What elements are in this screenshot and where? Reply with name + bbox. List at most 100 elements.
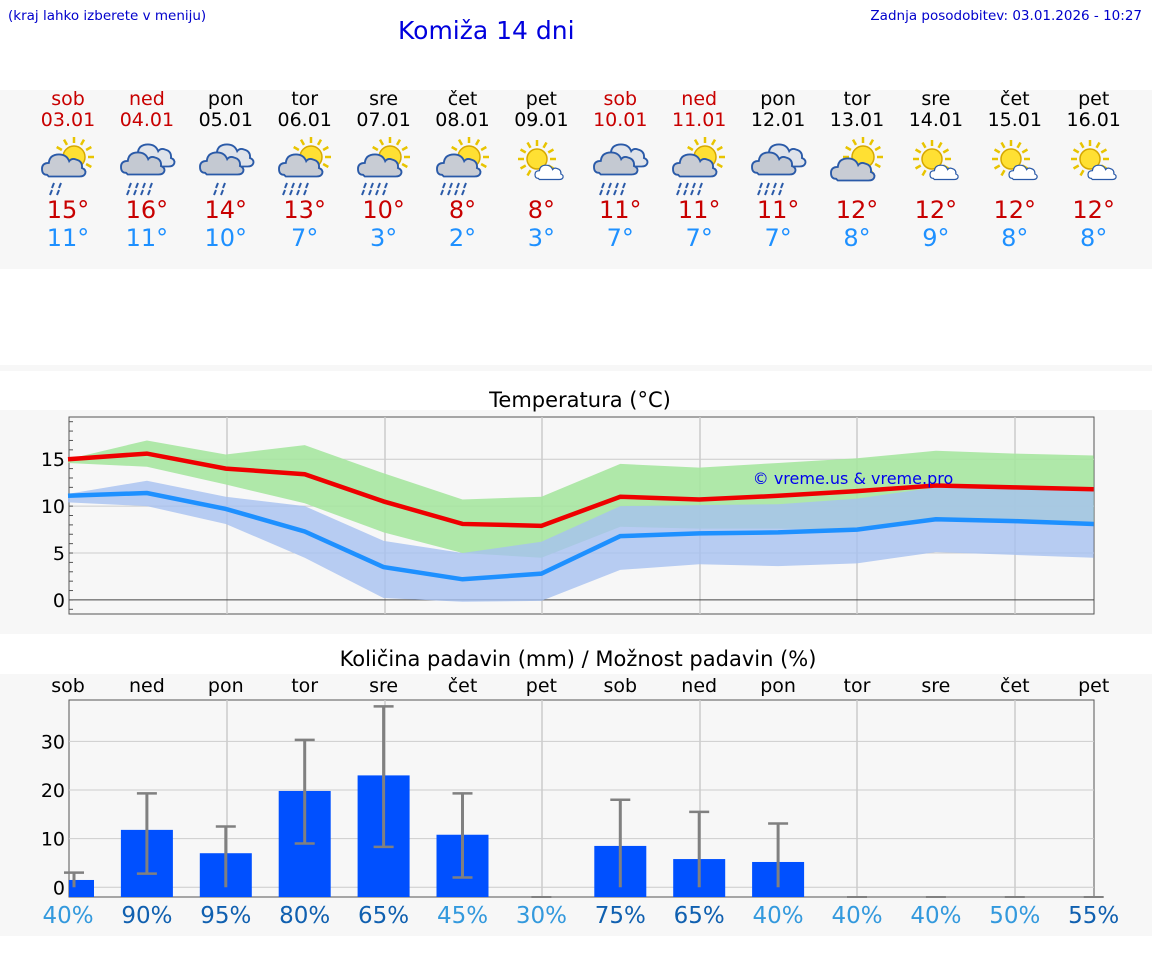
day-date: 09.01: [514, 109, 569, 131]
day-forecast: tor 06.01 13° 7°: [266, 89, 344, 252]
sun-small-cloud-icon: [976, 137, 1054, 197]
cloud-heavy-rain-icon: [108, 137, 186, 197]
precip-probability: 65%: [673, 903, 725, 929]
forecast-strip: [0, 90, 1152, 269]
sun-small-cloud-icon: [502, 137, 580, 197]
cloud-heavy-rain-icon: [581, 137, 659, 197]
min-temperature: 11°: [46, 224, 90, 252]
precip-day-label: ned: [128, 675, 165, 697]
day-date: 13.01: [829, 109, 885, 131]
day-name: ned: [681, 88, 718, 110]
sun-cloud-heavy-rain-icon: [660, 137, 738, 197]
min-temperature: 2°: [448, 224, 477, 252]
min-temperature: 9°: [922, 224, 950, 252]
separator: [0, 365, 1152, 371]
precip-day-label: sre: [921, 675, 951, 697]
day-date: 07.01: [356, 109, 411, 131]
day-date: 16.01: [1066, 109, 1121, 131]
precip-day-label: čet: [1000, 675, 1030, 697]
watermark: © vreme.us & vreme.pro: [753, 469, 954, 488]
day-name: pon: [207, 88, 244, 110]
precip-day-label: sre: [369, 675, 399, 697]
min-temperature: 3°: [369, 224, 398, 252]
sun-small-cloud-icon: [1055, 137, 1133, 197]
precip-day-label: pon: [760, 675, 796, 697]
page-title: Komiža 14 dni: [398, 16, 575, 45]
sun-cloud-rain-icon: [29, 137, 107, 197]
day-forecast: čet 08.01 8° 2°: [424, 89, 502, 252]
day-date: 04.01: [119, 109, 175, 131]
day-forecast: pet 16.01 12° 8°: [1055, 89, 1133, 252]
day-name: tor: [291, 88, 319, 110]
precip-day-label: sob: [603, 675, 638, 697]
day-forecast: sob 03.01 15° 11°: [29, 89, 107, 252]
day-date: 15.01: [987, 109, 1042, 131]
sun-cloud-icon: [818, 137, 896, 197]
max-temperature: 8°: [527, 196, 556, 224]
y-tick-label: 15: [41, 449, 65, 471]
day-forecast: pon 05.01 14° 10°: [187, 89, 265, 252]
precip-day-label: ned: [681, 675, 718, 697]
day-forecast: ned 04.01 16° 11°: [108, 89, 186, 252]
precip-probability: 40%: [42, 903, 94, 929]
day-name: čet: [1000, 88, 1030, 110]
precip-day-label: čet: [447, 675, 478, 697]
max-temperature: 12°: [1072, 196, 1115, 224]
sun-cloud-heavy-rain-icon: [424, 137, 502, 197]
max-temperature-line: [67, 451, 1094, 529]
day-forecast: sre 14.01 12° 9°: [897, 89, 975, 252]
day-name: pet: [525, 88, 557, 110]
max-temperature: 12°: [914, 196, 958, 224]
y-tick-label: 30: [41, 731, 65, 753]
y-tick-label: 10: [41, 829, 65, 851]
precip-probability: 75%: [594, 903, 646, 929]
precip-day-label: pet: [525, 675, 557, 697]
sun-cloud-heavy-rain-icon: [266, 137, 344, 197]
min-temperature: 7°: [291, 224, 319, 252]
min-temperature: 7°: [685, 224, 713, 252]
day-date: 11.01: [671, 109, 727, 131]
min-temperature: 7°: [764, 224, 792, 252]
last-updated: Zadnja posodobitev: 03.01.2026 - 10:27: [870, 8, 1142, 24]
max-temperature: 11°: [756, 196, 800, 224]
day-name: sre: [369, 88, 399, 110]
sun-cloud-heavy-rain-icon: [345, 137, 423, 197]
day-forecast: sob 10.01 11° 7°: [581, 89, 659, 252]
day-name: tor: [843, 88, 871, 110]
day-date: 03.01: [40, 109, 96, 131]
day-name: ned: [128, 88, 165, 110]
day-date: 05.01: [198, 109, 253, 131]
precip-probability: 40%: [752, 903, 804, 929]
day-date: 08.01: [435, 109, 490, 131]
precip-probability: 45%: [436, 903, 489, 929]
day-name: pon: [760, 88, 796, 110]
day-date: 06.01: [277, 109, 332, 131]
precip-probability: 80%: [279, 903, 331, 929]
max-temperature: 16°: [125, 196, 169, 224]
max-temperature: 12°: [993, 196, 1037, 224]
precip-day-label: sob: [51, 675, 85, 697]
min-temperature: 3°: [527, 224, 556, 252]
precip-day-label: pon: [207, 675, 244, 697]
max-temperature: 8°: [448, 196, 477, 224]
cloud-heavy-rain-icon: [739, 137, 817, 197]
day-forecast: ned 11.01 11° 7°: [660, 89, 738, 252]
precip-probability: 40%: [831, 903, 883, 929]
max-temperature: 15°: [46, 196, 90, 224]
max-temperature: 11°: [599, 196, 642, 224]
min-temperature: 11°: [125, 224, 169, 252]
max-temperature: 12°: [835, 196, 879, 224]
day-name: sob: [603, 88, 638, 110]
day-forecast: čet 15.01 12° 8°: [976, 89, 1054, 252]
precip-day-label: pet: [1078, 675, 1110, 697]
day-name: čet: [447, 88, 478, 110]
precip-probability: 55%: [1068, 903, 1120, 929]
max-temperature: 11°: [677, 196, 721, 224]
precip-probability: 40%: [910, 903, 962, 929]
min-temperature-line: [67, 490, 1094, 582]
temperature-chart-title: Temperatura (°C): [489, 388, 671, 412]
precip-probability: 30%: [515, 903, 567, 929]
max-temperature: 14°: [204, 196, 248, 224]
day-date: 10.01: [593, 109, 648, 131]
min-range-band: [68, 480, 1094, 602]
